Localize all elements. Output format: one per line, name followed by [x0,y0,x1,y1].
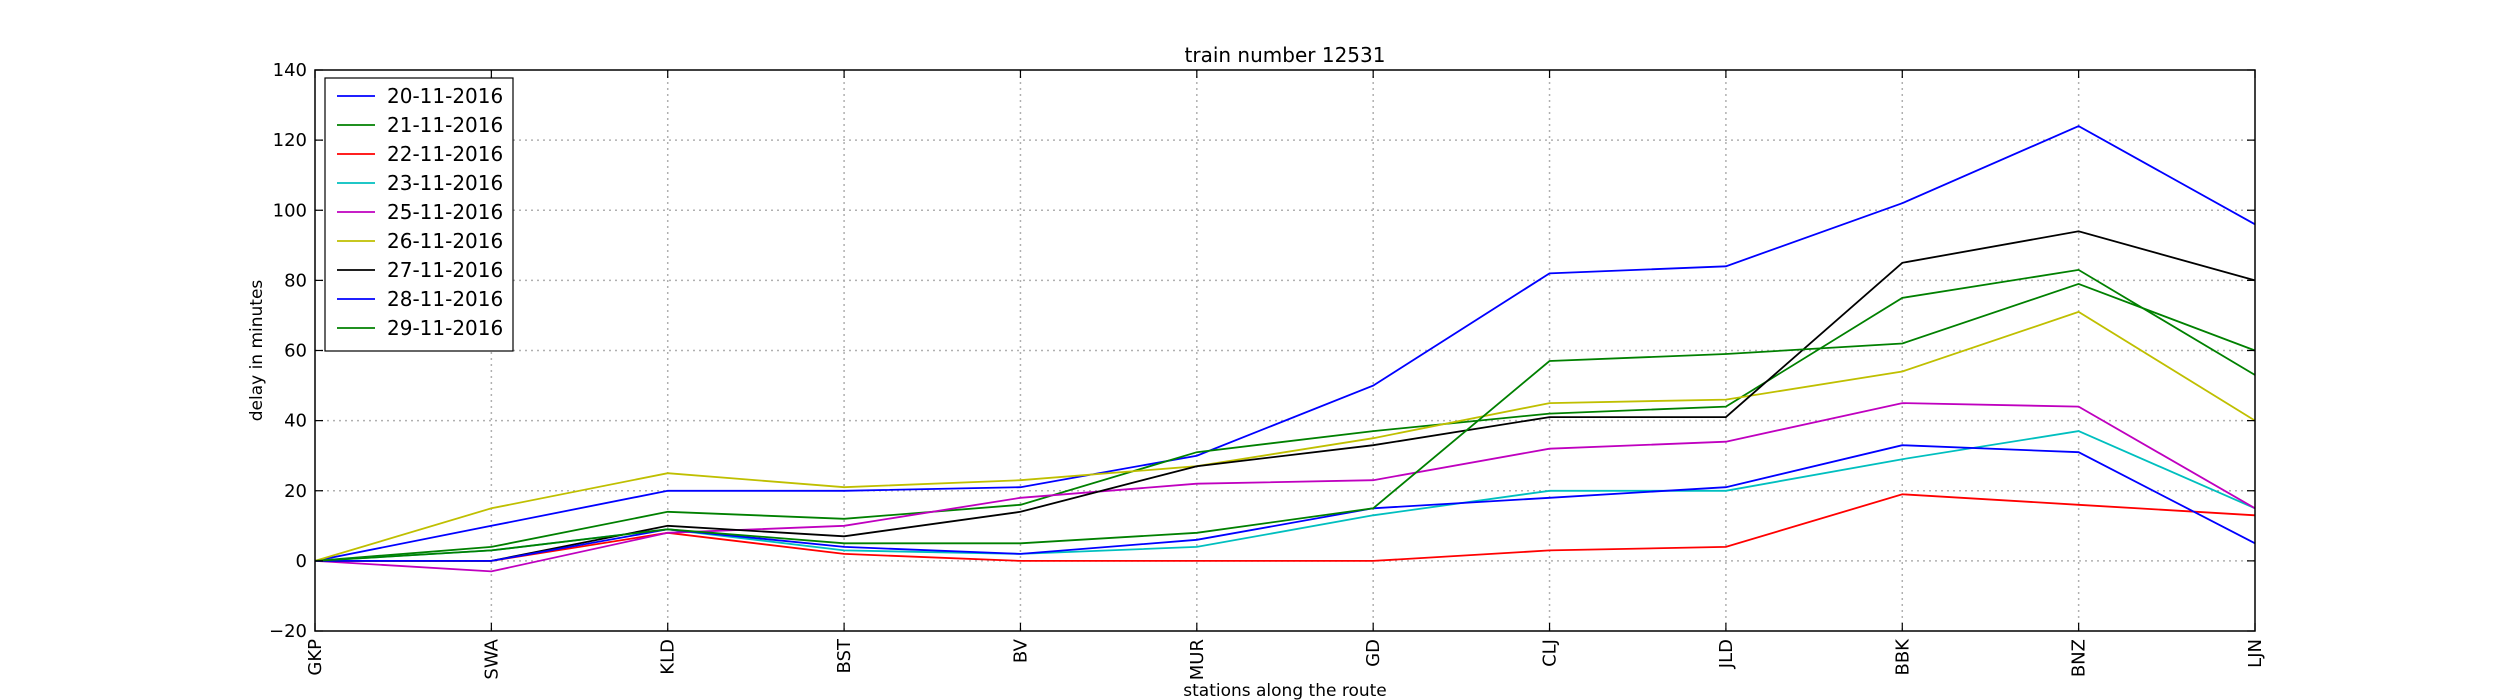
y-tick-label: 100 [273,200,307,221]
x-tick-label: CLJ [1540,639,1561,667]
x-tick-label: BBK [1892,638,1913,676]
legend-label: 23-11-2016 [387,171,503,195]
series-lines [314,125,2256,573]
series-line-29-11-2016 [314,282,2256,562]
legend-label: 20-11-2016 [387,84,503,108]
y-tick-label: 120 [273,130,307,151]
y-tick-label: 0 [296,551,307,572]
legend-label: 25-11-2016 [387,200,503,224]
y-tick-label: 20 [284,481,307,502]
legend: 20-11-2016 21-11-2016 22-11-2016 23-11-2016… [324,77,514,352]
x-tick-label: BV [1010,638,1031,663]
y-tick-label: −20 [269,621,307,642]
legend-label: 27-11-2016 [387,258,503,282]
x-tick-label: GD [1363,639,1384,667]
series-line-28-11-2016 [315,444,2256,562]
legend-label: 22-11-2016 [387,142,503,166]
legend-label: 28-11-2016 [387,287,503,311]
axis-ticks: −20 0 20 40 60 80 100 120 140 GKP SWA KLD BST BV MUR GD… [269,60,2266,680]
series-line-21-11-2016 [314,268,2256,562]
x-tick-label: GKP [305,639,326,676]
y-axis-label: delay in minutes [247,280,267,422]
legend-label: 29-11-2016 [387,316,503,340]
y-tick-label: 80 [284,270,307,291]
y-tick-label: 40 [284,411,307,432]
x-tick-label: BNZ [2069,639,2090,677]
x-tick-label: LJN [2245,639,2266,668]
series-line-20-11-2016 [314,125,2256,562]
legend-label: 21-11-2016 [387,113,503,137]
x-tick-label: MUR [1187,639,1208,680]
x-tick-label: JLD [1716,639,1737,669]
chart-title: train number 12531 [1185,43,1386,67]
series-line-22-11-2016 [315,493,2256,562]
x-tick-label: SWA [481,638,502,679]
series-line-26-11-2016 [314,310,2256,562]
y-tick-label: 140 [273,60,307,81]
x-axis-label: stations along the route [1183,681,1387,700]
x-tick-label: KLD [658,639,679,675]
series-line-27-11-2016 [315,230,2256,562]
y-tick-label: 60 [284,341,307,362]
series-line-25-11-2016 [314,402,2256,573]
legend-label: 26-11-2016 [387,229,503,253]
legend-box [324,77,514,352]
x-tick-label: BST [834,638,855,673]
